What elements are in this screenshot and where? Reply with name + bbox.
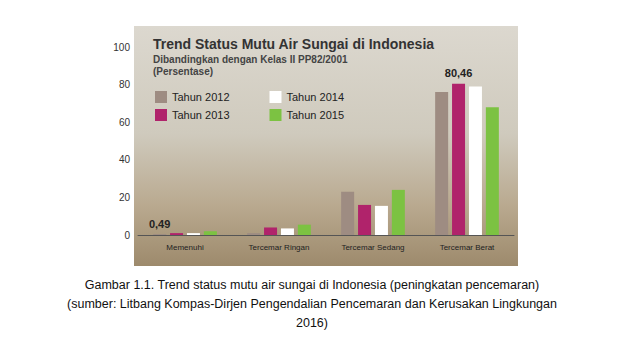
svg-text:Dibandingkan dengan Kelas II P: Dibandingkan dengan Kelas II PP82/2001 [153, 54, 348, 65]
svg-text:Tahun 2015: Tahun 2015 [286, 109, 344, 121]
svg-text:20: 20 [119, 192, 131, 203]
svg-text:Tahun 2014: Tahun 2014 [286, 91, 344, 103]
svg-text:0,49: 0,49 [149, 218, 170, 230]
svg-text:Memenuhi: Memenuhi [166, 243, 204, 252]
html-text:(sumber: Litbang Kompas-Dirjen: (sumber: Litbang Kompas-Dirjen Pengendal… [67, 297, 557, 311]
svg-text:Tercemar Berat: Tercemar Berat [440, 243, 495, 252]
svg-text:Tahun 2012: Tahun 2012 [172, 91, 230, 103]
svg-text:0: 0 [124, 230, 130, 241]
svg-text:100: 100 [113, 42, 130, 53]
svg-text:60: 60 [119, 117, 131, 128]
html-text:2016): 2016) [296, 316, 328, 330]
svg-text:(Persentase): (Persentase) [153, 66, 213, 77]
svg-text:80,46: 80,46 [445, 67, 473, 79]
html-text:Gambar 1.1. Trend status mutu: Gambar 1.1. Trend status mutu air sungai… [84, 278, 540, 292]
svg-text:40: 40 [119, 154, 131, 165]
svg-text:80: 80 [119, 79, 131, 90]
svg-text:Tercemar Ringan: Tercemar Ringan [249, 243, 310, 252]
svg-text:Tercemar Sedang: Tercemar Sedang [341, 243, 404, 252]
svg-text:Trend Status Mutu Air Sungai d: Trend Status Mutu Air Sungai di Indonesi… [153, 36, 434, 52]
svg-text:Tahun 2013: Tahun 2013 [172, 109, 230, 121]
